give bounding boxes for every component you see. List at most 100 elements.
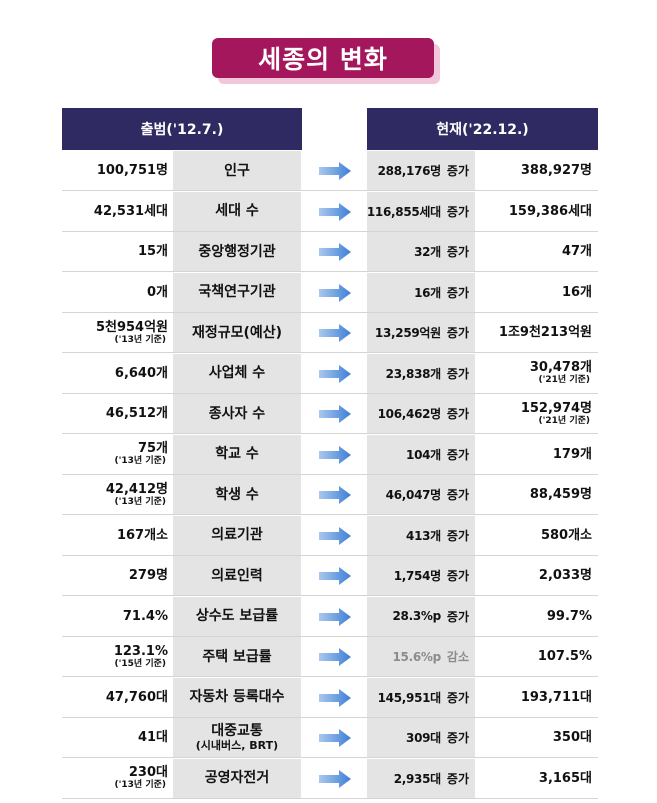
before-value: 0개 <box>146 284 168 300</box>
right-arrow-icon <box>319 283 351 302</box>
after-value-cell: 16개 <box>478 273 592 312</box>
row-label: 의료인력 <box>211 567 263 584</box>
row-label: 대중교통 <box>211 723 263 739</box>
change-amount: 413개 <box>406 528 441 543</box>
row-label-cell: 상수도 보급률 <box>173 596 301 636</box>
right-arrow-icon <box>319 648 351 666</box>
change-amount: 46,047명 <box>385 488 442 502</box>
before-value-cell: 15개 <box>62 232 168 271</box>
table-row: 71.4% 상수도 보급률 28.3%p 증가 99.7% <box>0 596 657 637</box>
after-value-cell: 350대 <box>478 718 592 757</box>
row-label-cell: 국책연구기관 <box>173 272 301 312</box>
row-divider <box>62 514 598 515</box>
before-value-cell: 71.4% <box>62 597 168 636</box>
change-direction: 증가 <box>446 731 469 745</box>
before-value-cell: 0개 <box>62 273 168 312</box>
change-direction: 감소 <box>446 650 469 664</box>
before-value-cell: 167개소 <box>62 516 168 555</box>
row-label: 의료기관 <box>211 527 263 543</box>
after-value-cell: 388,927명 <box>478 151 592 190</box>
after-value: 30,478개 <box>529 360 592 375</box>
change-amount: 13,259억원 <box>374 326 441 340</box>
change-cell: 2,935대 증가 <box>367 758 475 798</box>
change-direction: 증가 <box>446 488 469 502</box>
after-value: 152,974명 <box>520 400 592 416</box>
row-label-sub: (시내버스, BRT) <box>195 739 279 752</box>
before-value: 47,760대 <box>105 689 168 705</box>
before-value-cell: 100,751명 <box>62 151 168 190</box>
before-value: 5천954억원 <box>95 319 168 335</box>
change-direction: 증가 <box>446 245 469 259</box>
change-amount: 288,176명 <box>377 164 442 178</box>
before-value: 42,531세대 <box>93 203 168 219</box>
row-divider <box>62 271 598 272</box>
right-arrow-icon <box>319 526 351 545</box>
table-row: 75개 ('13년 기준) 학교 수 104개 증가 179개 <box>0 434 657 475</box>
row-label: 사업체 수 <box>208 365 266 381</box>
table-row: 41대 대중교통 (시내버스, BRT) 309대 증가 350대 <box>0 718 657 758</box>
change-cell: 104개 증가 <box>367 434 475 474</box>
row-divider <box>62 230 598 232</box>
table-row: 167개소 의료기관 413개 증가 580개소 <box>0 515 657 556</box>
change-cell: 145,951대 증가 <box>367 677 475 717</box>
table-row: 230대 ('13년 기준) 공영자전거 2,935대 증가 3,165대 <box>0 758 657 799</box>
before-value: 230대 <box>128 765 168 780</box>
change-cell: 16개 증가 <box>367 272 475 312</box>
table-row: 6,640개 사업체 수 23,838개 증가 30,478개 ('21년 기준) <box>0 353 657 394</box>
row-label: 공영자전거 <box>204 770 270 786</box>
page-title: 세종의 변화 <box>212 38 434 78</box>
row-label-cell: 공영자전거 <box>173 758 301 798</box>
table-row: 100,751명 인구 288,176명 증가 388,927명 <box>0 151 657 191</box>
row-label: 종사자 수 <box>208 405 266 422</box>
after-value: 388,927명 <box>520 163 592 178</box>
change-amount: 16개 <box>414 285 441 300</box>
after-value: 88,459명 <box>529 487 592 502</box>
row-divider <box>62 473 598 475</box>
before-value-cell: 46,512개 <box>62 394 168 433</box>
change-direction: 증가 <box>446 164 469 178</box>
after-value: 47개 <box>561 244 592 259</box>
table-row: 42,412명 ('13년 기준) 학생 수 46,047명 증가 88,459명 <box>0 475 657 515</box>
before-value: 41대 <box>137 730 168 745</box>
row-label: 학생 수 <box>215 486 259 503</box>
table-row: 42,531세대 세대 수 116,855세대 증가 159,386세대 <box>0 191 657 232</box>
row-label: 국책연구기관 <box>198 284 276 300</box>
change-direction: 증가 <box>446 690 469 705</box>
right-arrow-icon <box>319 607 351 626</box>
change-cell: 46,047명 증가 <box>367 475 475 514</box>
before-value: 6,640개 <box>114 365 168 381</box>
change-amount: 145,951대 <box>377 690 442 705</box>
change-cell: 15.6%p 감소 <box>367 637 475 676</box>
row-divider <box>62 554 598 556</box>
after-value-cell: 159,386세대 <box>478 192 592 231</box>
before-value-cell: 75개 ('13년 기준) <box>62 435 168 474</box>
row-label: 인구 <box>224 162 250 179</box>
after-value: 16개 <box>561 284 592 300</box>
before-note: ('15년 기준) <box>114 658 166 669</box>
after-value: 179개 <box>552 446 592 462</box>
row-divider <box>62 190 598 191</box>
row-divider <box>62 392 598 394</box>
before-value: 167개소 <box>116 527 168 543</box>
after-value-cell: 580개소 <box>478 516 592 555</box>
row-divider <box>62 433 598 434</box>
change-amount: 23,838개 <box>385 366 442 381</box>
change-direction: 증가 <box>446 771 469 786</box>
row-label: 상수도 보급률 <box>195 608 279 624</box>
after-value: 193,711대 <box>520 689 592 705</box>
after-value-cell: 99.7% <box>478 597 592 636</box>
before-value-cell: 41대 <box>62 718 168 757</box>
change-amount: 104개 <box>406 447 441 462</box>
row-label-cell: 자동차 등록대수 <box>173 677 301 717</box>
right-arrow-icon <box>319 688 351 707</box>
before-note: ('13년 기준) <box>114 780 166 790</box>
after-value-cell: 88,459명 <box>478 475 592 514</box>
change-direction: 증가 <box>446 569 469 583</box>
before-value-cell: 230대 ('13년 기준) <box>62 759 168 798</box>
before-value-cell: 47,760대 <box>62 678 168 717</box>
before-value-cell: 5천954억원 ('13년 기준) <box>62 313 168 352</box>
row-divider <box>62 352 598 353</box>
change-direction: 증가 <box>446 528 469 543</box>
before-note: ('13년 기준) <box>114 456 166 466</box>
after-note: ('21년 기준) <box>538 415 590 426</box>
